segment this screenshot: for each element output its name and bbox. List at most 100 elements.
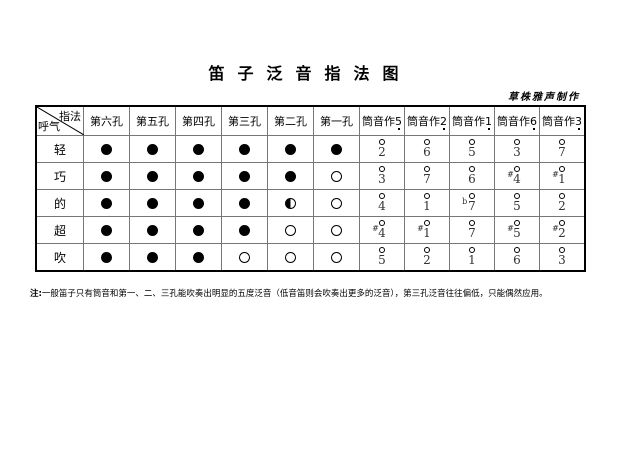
closed-hole-icon <box>147 144 158 155</box>
hole-cell <box>313 216 360 244</box>
note-number: 4 <box>378 225 386 240</box>
page-title: 笛子泛音指法图 <box>208 64 412 83</box>
fundamental-note: 6 <box>530 115 537 128</box>
hole-cell <box>175 189 222 217</box>
footnote-label: 注: <box>30 289 42 299</box>
note-number: 6 <box>513 252 521 267</box>
harmonic-circle-icon <box>378 246 385 253</box>
harmonic-note: #4 <box>507 165 521 186</box>
harmonic-cell: 3 <box>494 135 540 163</box>
hole-cell <box>221 189 268 217</box>
fundamental-note: 5 <box>395 115 402 128</box>
hole-cell <box>313 135 360 163</box>
harmonic-circle-icon <box>558 192 565 199</box>
half-hole-icon <box>285 198 296 209</box>
hole-cell <box>267 135 314 163</box>
harmonic-cell: 2 <box>359 135 405 163</box>
closed-hole-icon <box>285 144 296 155</box>
fundamental-header: 筒音作5 <box>359 105 405 136</box>
accidental: # <box>507 223 514 233</box>
open-hole-icon <box>331 225 342 236</box>
footnote: 注:一般笛子只有筒音和第一、二、三孔能吹奏出明显的五度泛音（低音笛则会吹奏出更多… <box>30 287 548 299</box>
note-number: 4 <box>513 171 521 186</box>
table-row: 超 #4 #1 7 #5 #2 <box>35 216 586 244</box>
closed-hole-icon <box>239 225 250 236</box>
hole-cell <box>267 162 314 190</box>
accidental: # <box>552 169 559 179</box>
closed-hole-icon <box>101 171 112 182</box>
open-hole-icon <box>285 252 296 263</box>
corner-fingering-label: 指法 <box>59 110 81 123</box>
hole-cell <box>267 189 314 217</box>
hole-header: 第二孔 <box>267 105 314 136</box>
closed-hole-icon <box>331 144 342 155</box>
note-number: 2 <box>558 225 566 240</box>
note-number: 5 <box>513 225 521 240</box>
harmonic-circle-icon <box>558 165 565 172</box>
harmonic-circle-icon <box>513 138 520 145</box>
hole-cell <box>267 243 314 272</box>
hole-cell <box>175 243 222 272</box>
hole-cell <box>83 162 130 190</box>
harmonic-note: 6 <box>513 246 521 267</box>
table-row: 轻 2 6 5 3 7 <box>35 135 586 163</box>
harmonic-cell: 1 <box>449 243 495 272</box>
harmonic-cell: #2 <box>539 216 586 244</box>
note-number: 1 <box>558 171 566 186</box>
hole-cell <box>175 216 222 244</box>
note-number: 2 <box>558 198 566 213</box>
harmonic-circle-icon <box>468 192 475 199</box>
harmonic-cell: 2 <box>539 189 586 217</box>
note-number: 3 <box>378 171 386 186</box>
hole-cell <box>83 216 130 244</box>
harmonic-cell: 2 <box>404 243 450 272</box>
harmonic-circle-icon <box>378 219 385 226</box>
harmonic-circle-icon <box>423 246 430 253</box>
note-number: 7 <box>423 171 431 186</box>
closed-hole-icon <box>193 171 204 182</box>
hole-cell <box>175 162 222 190</box>
closed-hole-icon <box>239 171 250 182</box>
note-number: 1 <box>423 198 431 213</box>
note-number: 3 <box>513 144 521 159</box>
harmonic-note: 6 <box>468 165 476 186</box>
fundamental-prefix: 筒音作 <box>362 115 395 128</box>
harmonic-cell: #4 <box>494 162 540 190</box>
hole-cell <box>221 135 268 163</box>
fundamental-note: 2 <box>440 115 447 128</box>
harmonic-cell: #4 <box>359 216 405 244</box>
corner-breath-label: 呼气 <box>38 120 60 133</box>
harmonic-circle-icon <box>468 246 475 253</box>
harmonic-circle-icon <box>558 138 565 145</box>
harmonic-note: 2 <box>558 192 566 213</box>
hole-cell <box>313 189 360 217</box>
harmonic-circle-icon <box>423 219 430 226</box>
harmonic-circle-icon <box>423 138 430 145</box>
closed-hole-icon <box>147 171 158 182</box>
hole-cell <box>83 189 130 217</box>
note-number: 6 <box>468 171 476 186</box>
breath-label: 的 <box>35 189 84 217</box>
open-hole-icon <box>331 171 342 182</box>
harmonic-circle-icon <box>513 192 520 199</box>
note-number: 5 <box>468 144 476 159</box>
harmonic-cell: 1 <box>404 189 450 217</box>
note-number: 1 <box>468 252 476 267</box>
note-number: 1 <box>423 225 431 240</box>
harmonic-cell: 6 <box>404 135 450 163</box>
harmonic-note: 7 <box>423 165 431 186</box>
harmonic-circle-icon <box>558 246 565 253</box>
closed-hole-icon <box>285 171 296 182</box>
open-hole-icon <box>331 252 342 263</box>
harmonic-circle-icon <box>468 219 475 226</box>
corner-header: 指法 呼气 <box>35 105 84 136</box>
closed-hole-icon <box>147 225 158 236</box>
harmonic-note: 4 <box>378 192 386 212</box>
closed-hole-icon <box>101 225 112 236</box>
harmonic-note: 2 <box>378 138 386 158</box>
accidental: b <box>462 196 468 206</box>
breath-label: 吹 <box>35 243 84 272</box>
